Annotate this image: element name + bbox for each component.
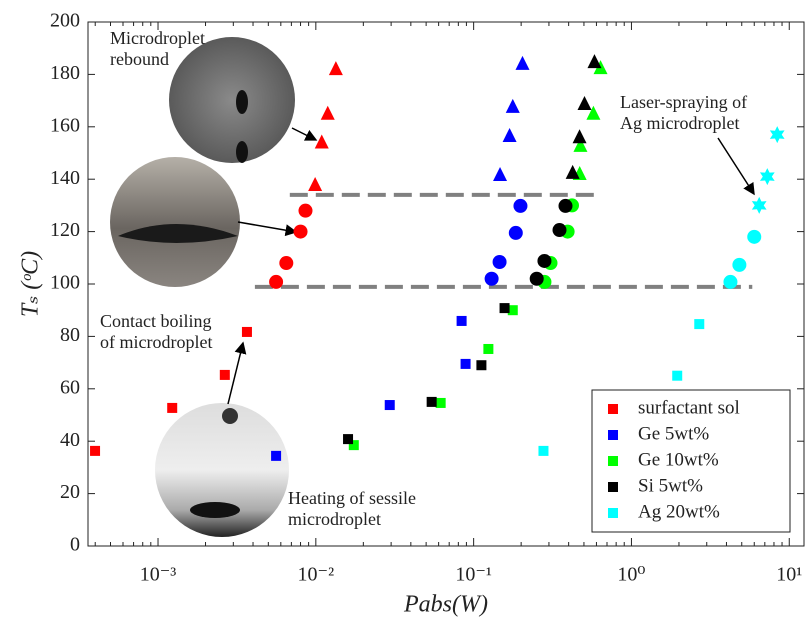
point: [672, 371, 682, 381]
y-tick-label: 0: [70, 534, 80, 556]
y-tick-label: 140: [50, 167, 80, 189]
arrows: [228, 128, 754, 404]
point: [269, 275, 283, 289]
y-tick-label: 80: [60, 324, 80, 346]
point: [513, 199, 527, 213]
point: [577, 96, 591, 110]
point: [694, 319, 704, 329]
point: [500, 303, 510, 313]
y-tick-label: 40: [60, 429, 80, 451]
annotation: microdroplet: [288, 509, 381, 529]
y-tick-label: 120: [50, 219, 80, 241]
point: [343, 434, 353, 444]
point: [573, 129, 587, 143]
photo-rebound: [169, 37, 295, 163]
point: [530, 272, 544, 286]
point: [503, 128, 517, 142]
x-tick-label: 10⁰: [617, 564, 645, 586]
point: [385, 400, 395, 410]
point: [509, 226, 523, 240]
y-tick-label: 160: [50, 114, 80, 136]
point: [516, 56, 530, 70]
photo-boiling: [110, 157, 240, 287]
point: [308, 177, 322, 191]
point: [538, 446, 548, 456]
point: [483, 344, 493, 354]
point: [279, 256, 293, 270]
droplet: [236, 90, 248, 114]
point: [723, 275, 737, 289]
y-tick-label: 20: [60, 481, 80, 503]
arrow: [228, 343, 243, 404]
x-tick-label: 10⁻²: [298, 564, 335, 586]
point: [537, 254, 551, 268]
arrow: [292, 128, 316, 140]
point: [493, 255, 507, 269]
annotation: of microdroplet: [100, 332, 212, 352]
point: [461, 359, 471, 369]
annotation: Contact boiling: [100, 311, 212, 331]
legend-swatch: [608, 404, 618, 414]
legend-swatch: [608, 430, 618, 440]
legend-swatch: [608, 482, 618, 492]
legend-label: Ge 10wt%: [638, 449, 719, 470]
point: [770, 126, 785, 143]
droplet: [236, 141, 248, 163]
x-tick-label: 10⁻¹: [455, 564, 492, 586]
x-axis-label: Pabs(W): [403, 592, 488, 618]
legend-label: Ge 5wt%: [638, 423, 709, 444]
point: [558, 199, 572, 213]
annotation: Microdroplet: [110, 28, 205, 48]
droplet: [190, 502, 240, 518]
legend-swatch: [608, 508, 618, 518]
point: [485, 272, 499, 286]
point: [493, 167, 507, 181]
x-tick-label: 10¹: [776, 564, 802, 586]
legend-label: Si 5wt%: [638, 475, 703, 496]
point: [552, 223, 566, 237]
point: [167, 403, 177, 413]
point: [294, 225, 308, 239]
point: [747, 230, 761, 244]
annotation: Heating of sessile: [288, 488, 416, 508]
point: [298, 204, 312, 218]
point: [321, 106, 335, 120]
chart: 0 20 40 60 80 100 120 140 160 180 200 10⁻³ 10⁻² 10⁻¹ 1…: [0, 0, 805, 619]
point: [220, 370, 230, 380]
y-tick-label: 180: [50, 62, 80, 84]
point: [271, 451, 281, 461]
point: [476, 360, 486, 370]
point: [427, 397, 437, 407]
annotation: rebound: [110, 49, 169, 69]
y-axis-label: Tₛ (ᵒC): [18, 251, 44, 317]
annotation: Laser-spraying of: [620, 92, 747, 112]
point: [732, 258, 746, 272]
point: [587, 54, 601, 68]
legend-label: Ag 20wt%: [638, 501, 720, 522]
x-tick-label: 10⁻³: [140, 564, 177, 586]
arrow: [718, 138, 754, 194]
y-tick-label: 60: [60, 376, 80, 398]
y-tick-label: 200: [50, 10, 80, 32]
y-tick-label: 100: [50, 272, 80, 294]
point: [315, 135, 329, 149]
annotation: Ag microdroplet: [620, 113, 739, 133]
arrow: [238, 222, 296, 232]
point: [506, 99, 520, 113]
point: [457, 316, 467, 326]
point: [329, 61, 343, 75]
point: [752, 197, 767, 214]
point: [242, 327, 252, 337]
legend-swatch: [608, 456, 618, 466]
legend-label: surfactant sol: [638, 397, 740, 418]
point: [436, 398, 446, 408]
point: [90, 446, 100, 456]
point: [760, 168, 775, 185]
droplet: [222, 408, 238, 424]
